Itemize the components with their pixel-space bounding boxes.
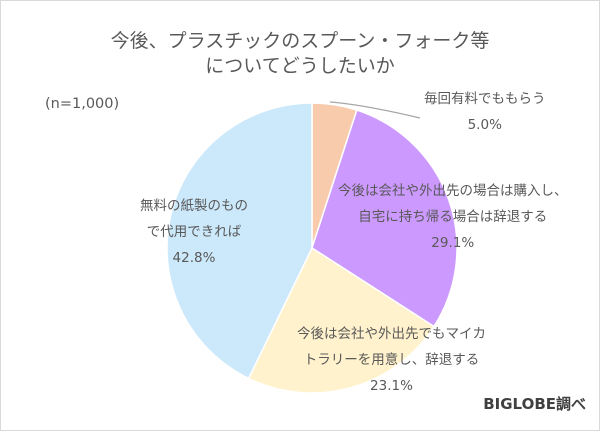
label-text: 自宅に持ち帰る場合は辞退する — [358, 209, 548, 225]
label-text: 今後は会社や外出先でもマイカ — [297, 326, 486, 342]
label-slice-2: 今後は会社や外出先の場合は購入し、 自宅に持ち帰る場合は辞退する 29.1% — [338, 178, 568, 256]
label-pct: 29.1% — [431, 235, 475, 251]
chart-title-line1: 今後、プラスチックのスプーン・フォーク等 — [110, 30, 490, 52]
leader-line — [329, 101, 421, 119]
label-pct: 5.0% — [467, 117, 502, 133]
pie-slice-2 — [311, 109, 458, 328]
label-text: 毎回有料でももらう — [424, 91, 546, 107]
label-pct: 42.8% — [172, 250, 216, 266]
label-text: 今後は会社や外出先の場合は購入し、 — [338, 183, 568, 199]
chart-title-line2: についてどうしたいか — [205, 55, 395, 77]
sample-size: (n=1,000) — [45, 96, 120, 112]
label-text: で代用できれば — [146, 224, 242, 240]
label-pct: 23.1% — [370, 378, 413, 394]
label-slice-4: 無料の紙製のもの で代用できれば 42.8% — [140, 193, 248, 271]
pie-slice-4 — [166, 102, 313, 380]
source-credit: BIGLOBE調べ — [483, 395, 586, 413]
label-slice-1: 毎回有料でももらう 5.0% — [424, 86, 546, 138]
label-text: トラリーを用意し、辞退する — [303, 352, 480, 368]
label-text: 無料の紙製のもの — [140, 198, 248, 214]
label-slice-3: 今後は会社や外出先でもマイカ トラリーを用意し、辞退する 23.1% — [297, 321, 486, 399]
